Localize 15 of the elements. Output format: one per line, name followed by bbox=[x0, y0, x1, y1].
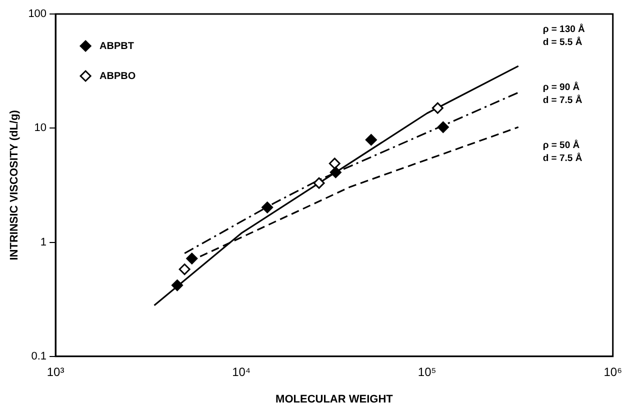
legend-label: ABPBO bbox=[100, 70, 136, 82]
y-axis-title: INTRINSIC VISCOSITY (dL/g) bbox=[8, 110, 21, 260]
x-tick-label: 10³ bbox=[46, 364, 64, 379]
x-tick-label: 10⁴ bbox=[232, 364, 251, 379]
annotation: ρ = 90 Å d = 7.5 Å bbox=[542, 81, 582, 106]
legend-label: ABPBT bbox=[100, 40, 134, 52]
annotation: ρ = 50 Å d = 7.5 Å bbox=[542, 139, 582, 164]
x-tick-label: 10⁵ bbox=[418, 364, 436, 379]
x-tick-label: 10⁶ bbox=[604, 364, 622, 379]
x-axis-title: MOLECULAR WEIGHT bbox=[276, 393, 394, 406]
y-tick-label: 0.1 bbox=[31, 350, 47, 362]
y-tick-label: 1 bbox=[40, 236, 47, 248]
y-tick-label: 10 bbox=[34, 122, 47, 134]
annotation: ρ = 130 Å d = 5.5 Å bbox=[542, 23, 586, 48]
y-tick-label: 100 bbox=[28, 8, 47, 20]
